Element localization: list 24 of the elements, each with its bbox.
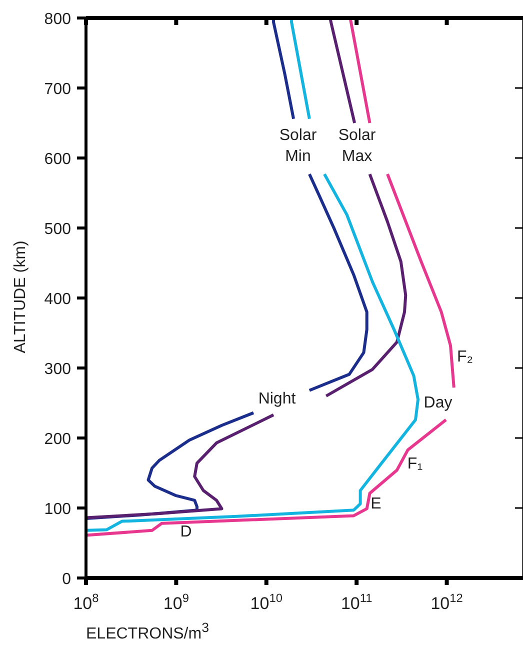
y-tick-label: 300 bbox=[44, 361, 72, 378]
x-tick-label: 10$^{10}$ bbox=[250, 591, 283, 613]
x-tick-label: 10$^{9}$ bbox=[163, 591, 190, 613]
annotation: Day bbox=[424, 394, 452, 414]
y-axis-title: ALTITUDE (km) bbox=[12, 240, 30, 356]
y-tick-label: 700 bbox=[44, 81, 72, 98]
y-tick-label: 400 bbox=[44, 291, 72, 308]
x-tick-label: 10$^{12}$ bbox=[430, 591, 464, 613]
x-axis-title: ELECTRONS/m$^{3}$ bbox=[86, 620, 209, 644]
y-tick-label: 100 bbox=[44, 501, 72, 518]
annotation: F₁ bbox=[407, 454, 423, 474]
x-tick-label: 10$^{11}$ bbox=[340, 591, 373, 613]
annotation: Solar Max bbox=[338, 126, 376, 167]
annotation: Solar Min bbox=[279, 126, 317, 167]
y-tick-label: 500 bbox=[44, 221, 72, 238]
y-tick-label: 600 bbox=[44, 151, 72, 168]
annotation: F₂ bbox=[457, 348, 473, 368]
annotation: Night bbox=[258, 390, 296, 410]
annotation: D bbox=[180, 522, 192, 542]
x-tick-label: 10$^{8}$ bbox=[73, 591, 100, 613]
y-tick-label: 200 bbox=[44, 431, 72, 448]
annotation: E bbox=[370, 494, 382, 514]
y-tick-label: 0 bbox=[62, 571, 72, 588]
y-tick-label: 800 bbox=[44, 11, 72, 28]
